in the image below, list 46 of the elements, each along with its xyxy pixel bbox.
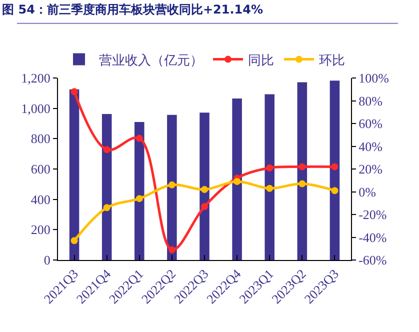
y2-tick-label: 0% — [358, 184, 376, 200]
point — [103, 146, 110, 154]
point — [136, 195, 143, 202]
y2-tick-label: -60% — [358, 252, 387, 268]
y2-tick-label: 80% — [358, 93, 383, 108]
point — [266, 184, 274, 192]
y2-tick-label: 20% — [358, 162, 383, 177]
point — [168, 181, 176, 188]
legend-label: 环比 — [319, 53, 345, 68]
y-tick-label: 1,200 — [21, 70, 50, 86]
bar — [264, 94, 274, 260]
y-tick-label: 600 — [30, 162, 50, 177]
point — [201, 203, 208, 210]
point — [298, 163, 306, 170]
point — [168, 246, 176, 254]
legend-label: 营业收入（亿元） — [99, 53, 203, 68]
y-tick-label: 800 — [30, 131, 50, 146]
legend-label: 同比 — [248, 53, 274, 68]
point — [331, 187, 338, 194]
y2-tick-label: -40% — [358, 230, 387, 245]
bar — [102, 114, 112, 260]
point — [201, 186, 208, 193]
bar — [330, 80, 340, 260]
point — [331, 163, 338, 170]
y2-tick-label: 100% — [358, 70, 390, 86]
point — [136, 134, 143, 142]
bar — [167, 114, 177, 260]
bar — [200, 112, 210, 260]
y2-tick-label: 60% — [358, 116, 383, 132]
point — [266, 164, 274, 172]
y-tick-label: 200 — [30, 222, 50, 238]
y2-tick-label: 40% — [358, 138, 383, 154]
bar — [232, 98, 242, 260]
point — [70, 237, 78, 244]
point — [234, 178, 241, 186]
bar — [297, 82, 308, 260]
bar — [134, 122, 144, 260]
chart-title: 图 54：前三季度商用车板块营收同比+21.14% — [2, 2, 264, 16]
y2-tick-label: -20% — [358, 207, 387, 222]
y-tick-label: 0 — [44, 252, 50, 268]
point — [298, 180, 306, 188]
y-tick-label: 400 — [30, 192, 50, 207]
bar — [69, 89, 80, 260]
point — [70, 88, 78, 96]
y-tick-label: 1,000 — [21, 100, 50, 116]
point — [103, 204, 110, 212]
